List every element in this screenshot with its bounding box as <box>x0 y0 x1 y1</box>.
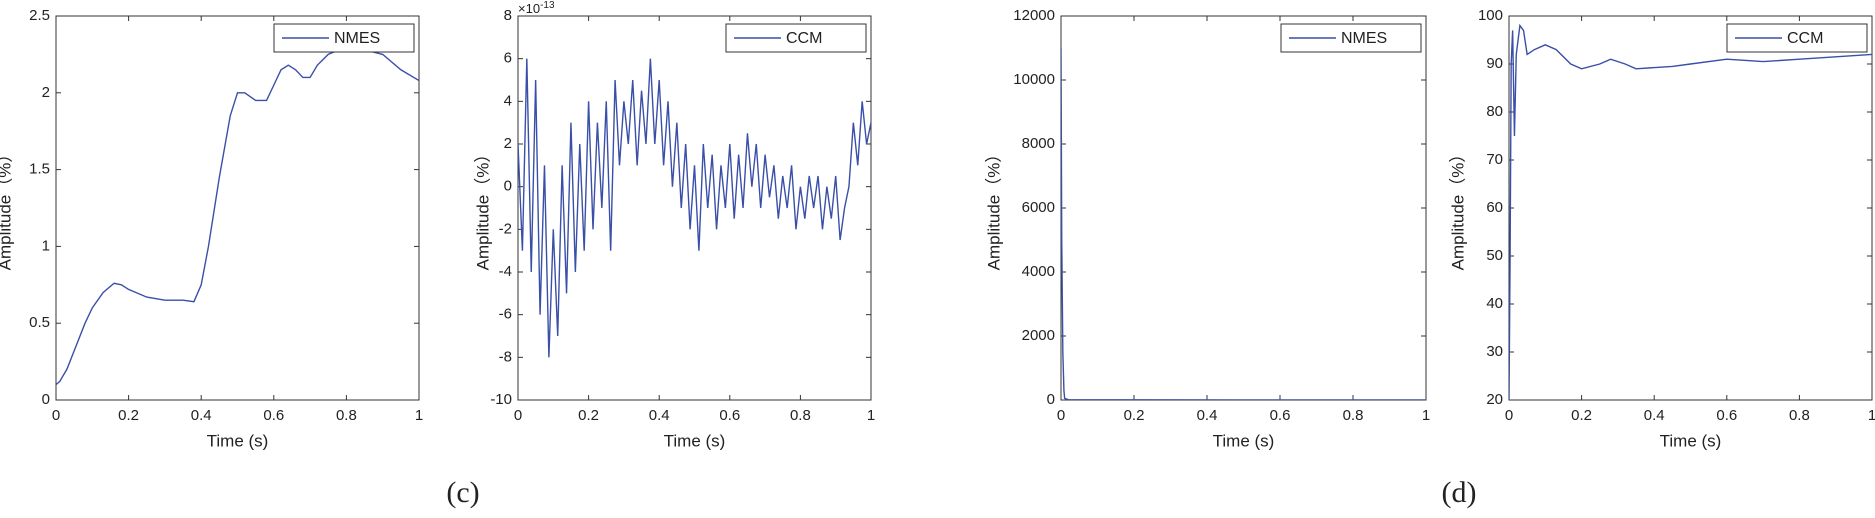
x-tick-label: 0.6 <box>1270 407 1291 424</box>
x-tick-label: 1 <box>415 407 423 424</box>
x-tick-label: 0.2 <box>1124 407 1145 424</box>
y-tick-label: -8 <box>499 348 512 365</box>
x-tick-label: 0.2 <box>118 407 139 424</box>
x-tick-label: 0 <box>1505 407 1513 424</box>
x-tick-label: 0.4 <box>649 407 670 424</box>
axis-multiplier: ×10-13 <box>518 0 555 16</box>
panel-label: (d) <box>1442 476 1477 509</box>
y-axis-label: Amplitude（%） <box>0 146 14 271</box>
y-tick-label: -6 <box>499 306 512 323</box>
y-tick-label: 70 <box>1486 151 1503 168</box>
x-tick-label: 1 <box>867 407 875 424</box>
y-tick-label: 50 <box>1486 247 1503 264</box>
x-tick-label: 0.4 <box>1197 407 1218 424</box>
x-tick-label: 0.4 <box>1644 407 1665 424</box>
multiplier-exponent: -13 <box>540 0 555 11</box>
y-tick-label: -10 <box>490 391 512 408</box>
y-tick-label: 4 <box>504 92 512 109</box>
plot-area <box>1060 15 1427 401</box>
x-tick-label: 0.8 <box>790 407 811 424</box>
x-axis-label: Time (s) <box>207 431 269 450</box>
x-tick-label: 0 <box>1057 407 1065 424</box>
y-tick-label: 4000 <box>1022 263 1055 280</box>
y-tick-label: 6 <box>504 50 512 67</box>
x-tick-label: 1 <box>1422 407 1430 424</box>
multiplier-base: ×10 <box>518 1 540 16</box>
x-tick-label: 0 <box>514 407 522 424</box>
y-tick-label: 6000 <box>1022 199 1055 216</box>
data-line <box>1509 23 1872 400</box>
y-axis-label: Amplitude（%） <box>1448 146 1467 271</box>
y-tick-label: 2 <box>42 84 50 101</box>
legend-label: NMES <box>334 30 380 47</box>
x-tick-label: 0.4 <box>191 407 212 424</box>
x-axis-label: Time (s) <box>1213 431 1275 450</box>
y-tick-label: 2000 <box>1022 327 1055 344</box>
panel-label: (c) <box>446 476 479 509</box>
data-line <box>518 58 871 358</box>
y-tick-label: 12000 <box>1013 7 1055 24</box>
y-tick-label: 0 <box>504 178 512 195</box>
y-tick-label: 8000 <box>1022 135 1055 152</box>
y-tick-label: -4 <box>499 263 512 280</box>
x-tick-label: 0.2 <box>578 407 599 424</box>
x-axis-label: Time (s) <box>1660 431 1722 450</box>
x-tick-label: 0.6 <box>719 407 740 424</box>
y-tick-label: -2 <box>499 220 512 237</box>
data-line <box>1061 47 1426 400</box>
x-axis-label: Time (s) <box>664 431 726 450</box>
y-tick-label: 0 <box>1047 391 1055 408</box>
x-tick-label: 0 <box>52 407 60 424</box>
y-axis-label: Amplitude（%） <box>984 146 1003 271</box>
y-tick-label: 1.5 <box>29 161 50 178</box>
y-tick-label: 20 <box>1486 391 1503 408</box>
x-tick-label: 0.8 <box>336 407 357 424</box>
y-axis-label: Amplitude（%） <box>473 146 492 271</box>
y-tick-label: 90 <box>1486 55 1503 72</box>
y-tick-label: 60 <box>1486 199 1503 216</box>
y-tick-label: 1 <box>42 237 50 254</box>
x-tick-label: 1 <box>1868 407 1875 424</box>
plot-area <box>517 15 872 401</box>
x-tick-label: 0.8 <box>1343 407 1364 424</box>
y-tick-label: 2.5 <box>29 7 50 24</box>
y-tick-label: 80 <box>1486 103 1503 120</box>
legend-label: CCM <box>786 30 822 47</box>
x-tick-label: 0.6 <box>263 407 284 424</box>
data-line <box>56 45 419 386</box>
y-tick-label: 8 <box>504 7 512 24</box>
x-tick-label: 0.2 <box>1571 407 1592 424</box>
y-tick-label: 40 <box>1486 295 1503 312</box>
legend-label: CCM <box>1787 30 1823 47</box>
y-tick-label: 0.5 <box>29 314 50 331</box>
x-tick-label: 0.6 <box>1716 407 1737 424</box>
y-tick-label: 100 <box>1478 7 1503 24</box>
x-tick-label: 0.8 <box>1789 407 1810 424</box>
y-tick-label: 10000 <box>1013 71 1055 88</box>
y-tick-label: 2 <box>504 135 512 152</box>
y-tick-label: 30 <box>1486 343 1503 360</box>
plot-area <box>55 15 420 401</box>
legend-label: NMES <box>1341 30 1387 47</box>
y-tick-label: 0 <box>42 391 50 408</box>
plot-area <box>1508 15 1873 401</box>
